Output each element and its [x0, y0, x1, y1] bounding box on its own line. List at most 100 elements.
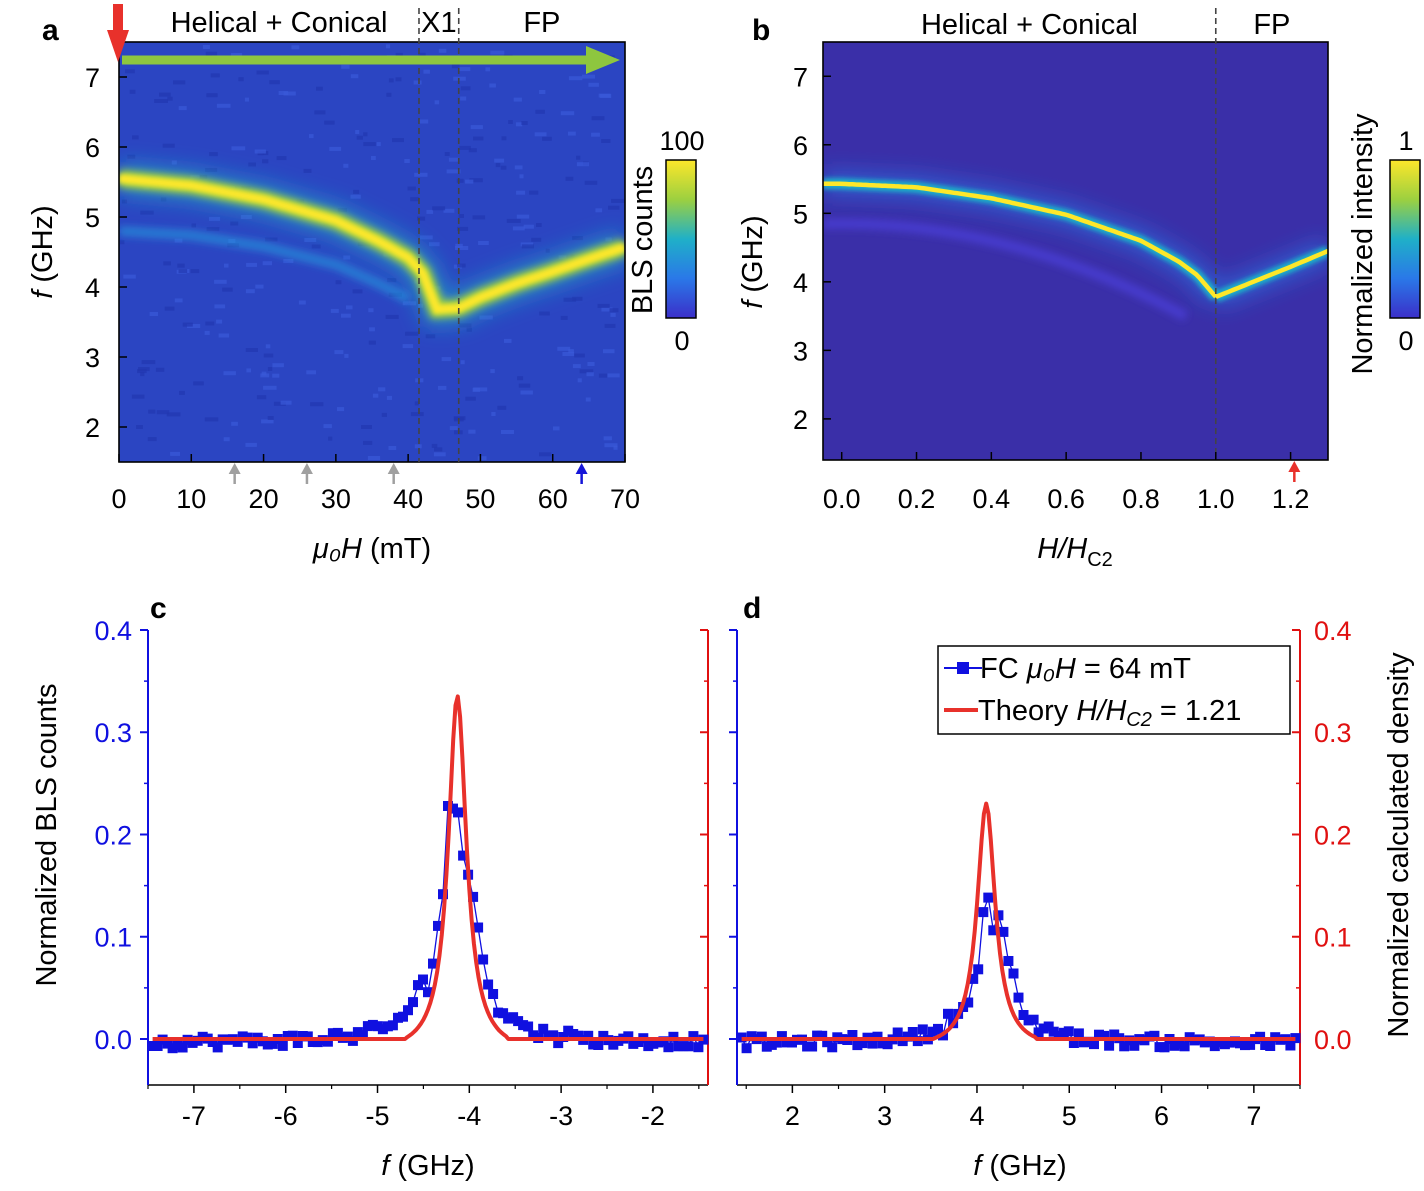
x-tick-label: 0.6 [1047, 484, 1085, 514]
noise-speck [446, 169, 461, 174]
noise-speck [465, 396, 476, 401]
y-tick-label: 4 [793, 268, 808, 298]
data-point [912, 1036, 923, 1047]
noise-speck [460, 360, 465, 365]
data-point [413, 980, 423, 991]
right-y-tick-label: 0.2 [1314, 820, 1352, 850]
noise-speck [149, 312, 158, 316]
noise-speck [244, 97, 249, 102]
noise-speck [248, 162, 256, 167]
noise-speck [254, 149, 266, 154]
x-tick-label: -6 [274, 1101, 298, 1131]
noise-speck [395, 52, 403, 57]
noise-speck [433, 452, 446, 457]
noise-speck [179, 390, 185, 395]
x-tick-label: 0.0 [823, 484, 861, 514]
panel-a-region-labels: Helical + Conical X1 FP [171, 7, 561, 39]
data-point [152, 1041, 163, 1051]
panel-c-x-label: f (GHz) [381, 1150, 474, 1182]
right-y-tick-label: 0.3 [1314, 718, 1352, 748]
x-tick-label: 1.0 [1197, 484, 1235, 514]
data-point [473, 922, 484, 933]
noise-speck [584, 180, 598, 185]
noise-speck [154, 99, 168, 103]
data-point [468, 891, 479, 902]
noise-speck [423, 69, 430, 74]
noise-speck [473, 136, 484, 141]
noise-speck [166, 412, 181, 417]
noise-speck [202, 45, 210, 49]
noise-speck [304, 238, 317, 242]
data-point [1073, 1028, 1084, 1039]
noise-speck [472, 215, 486, 220]
noise-speck [491, 412, 496, 416]
noise-speck [513, 97, 522, 102]
data-point [658, 1036, 669, 1047]
data-point [538, 1023, 549, 1034]
panel-a-y-ticks: 2 3 4 5 6 7 [85, 63, 127, 443]
data-point [1003, 956, 1014, 966]
noise-speck [240, 215, 252, 219]
noise-speck [344, 353, 349, 358]
noise-speck [553, 426, 560, 431]
noise-speck [485, 67, 491, 72]
noise-speck [245, 289, 255, 294]
data-point [1245, 1039, 1256, 1050]
panel-c: -7 -6 -5 -4 -3 -2 0.0 0.1 0.2 0.3 0.4 c f (GHz) No… [31, 592, 709, 1182]
right-y-tick-label: 0.4 [1314, 616, 1352, 646]
noise-speck [611, 198, 625, 203]
data-point [1008, 968, 1019, 979]
data-point [1179, 1041, 1190, 1052]
noise-speck [431, 443, 438, 448]
x-tick-label: 70 [610, 484, 640, 514]
data-point [688, 1031, 699, 1042]
legend-entry-theory: Theory H/HC2 = 1.21 [978, 695, 1241, 731]
noise-speck [521, 121, 528, 125]
data-point [1013, 992, 1024, 1003]
noise-speck [595, 208, 603, 213]
panel-a-colorbar-max: 100 [659, 126, 704, 156]
noise-speck [392, 138, 404, 143]
noise-speck [585, 397, 591, 402]
legend-entry-data: FC μ₀H = 64 mT [980, 653, 1191, 685]
panel-a-y-label: f (GHz) [27, 205, 59, 298]
noise-speck [177, 263, 185, 268]
noise-speck [330, 308, 339, 313]
noise-speck [560, 111, 575, 116]
noise-speck [262, 159, 269, 164]
y-tick-label: 2 [85, 413, 100, 443]
noise-speck [388, 446, 397, 450]
panel-b-y-label: f (GHz) [737, 215, 769, 308]
y-tick-label: 5 [85, 203, 100, 233]
noise-speck [562, 352, 575, 356]
noise-speck [265, 344, 271, 349]
x-tick-label: -3 [549, 1101, 573, 1131]
noise-speck [473, 387, 488, 392]
noise-speck [563, 297, 577, 302]
noise-speck [310, 402, 324, 407]
data-point [907, 1027, 918, 1037]
noise-speck [457, 226, 469, 231]
field-arrow-head [228, 463, 241, 474]
data-point [1089, 1039, 1099, 1050]
noise-speck [449, 426, 458, 431]
data-point [766, 1039, 777, 1050]
noise-speck [386, 92, 392, 97]
noise-speck [420, 235, 433, 240]
noise-speck [125, 69, 135, 74]
data-point [978, 907, 989, 918]
noise-speck [560, 315, 568, 320]
data-point [483, 979, 494, 990]
noise-speck [586, 372, 594, 377]
x-tick-label: 0.2 [898, 484, 936, 514]
field-arrow-head [575, 463, 588, 474]
data-point [433, 920, 443, 931]
panel-a-x-ticks: 0 10 20 30 40 50 60 70 [111, 454, 640, 514]
noise-speck [568, 131, 576, 136]
data-point [1068, 1038, 1079, 1048]
x-tick-label: 50 [465, 484, 495, 514]
noise-speck [542, 136, 552, 141]
left-y-tick-label: 0.0 [94, 1025, 132, 1055]
noise-speck [603, 349, 615, 354]
noise-speck [209, 152, 218, 157]
